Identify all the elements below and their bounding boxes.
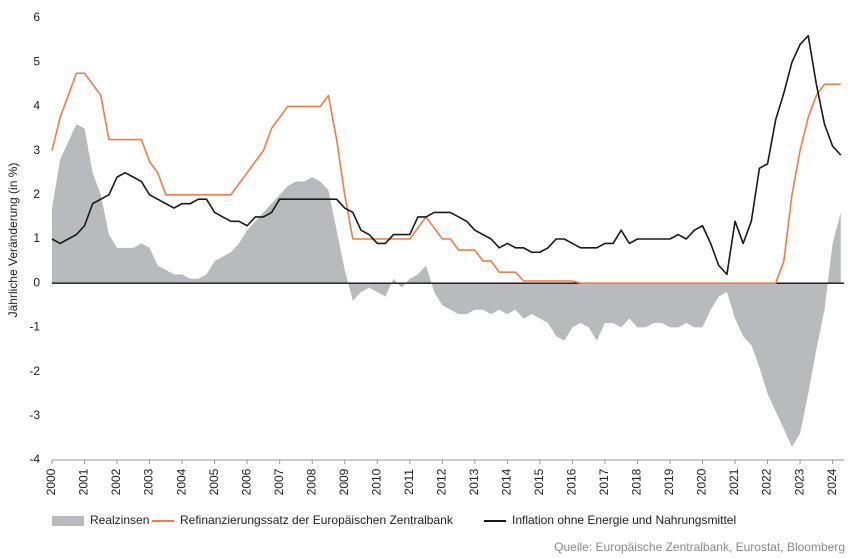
x-tick-label: 2000 (44, 468, 58, 495)
line (51, 34, 842, 276)
x-tick-label: 2002 (109, 468, 123, 495)
y-axis-label: Jährliche Veränderung (in %) (6, 163, 20, 318)
line (51, 72, 841, 284)
x-tick-label: 2001 (77, 468, 91, 495)
y-tick-label: 2 (33, 187, 40, 201)
x-tick-label: 2017 (597, 468, 611, 495)
source: Quelle: Europäische Zentralbank, Eurosta… (554, 540, 845, 554)
x-tick-label: 2016 (565, 468, 579, 495)
x-tick-label: 2021 (727, 468, 741, 495)
x-tick-label: 2007 (272, 468, 286, 495)
x-tick-label: 2004 (174, 468, 188, 495)
x-tick-label: 2022 (760, 468, 774, 495)
legend-label: Realzinsen (90, 513, 149, 527)
x-tick-label: 2012 (434, 468, 448, 495)
legend-item: Refinanzierungssatz der Europäischen Zen… (152, 513, 454, 527)
x-tick-label: 2005 (207, 468, 221, 495)
x-tick-label: 2010 (369, 468, 383, 495)
x-tick-label: 2015 (532, 468, 546, 495)
x-tick-label: 2008 (304, 468, 318, 495)
y-tick-label: -1 (29, 320, 40, 334)
y-tick-label: 0 (33, 275, 40, 289)
y-tick-label: 3 (33, 143, 40, 157)
x-tick-label: 2006 (239, 468, 253, 495)
x-tick-label: 2011 (402, 469, 416, 495)
x-tick-label: 2013 (467, 468, 481, 495)
y-tick-label: 6 (33, 10, 40, 24)
y-tick-label: 4 (33, 99, 40, 113)
y-tick-label: -3 (29, 408, 40, 422)
y-tick-label: -2 (29, 364, 40, 378)
x-tick-label: 2024 (825, 468, 839, 495)
legend-item: Realzinsen (52, 513, 149, 527)
legend-item: Inflation ohne Energie und Nahrungsmitte… (484, 513, 736, 527)
x-tick-label: 2009 (337, 468, 351, 495)
y-tick-label: -4 (29, 452, 40, 466)
x-tick-label: 2018 (630, 468, 644, 495)
x-tick-label: 2014 (500, 468, 514, 495)
x-tick-label: 2019 (662, 468, 676, 495)
x-tick-label: 2020 (695, 468, 709, 495)
y-tick-label: 1 (33, 231, 40, 245)
legend-swatch (52, 516, 84, 526)
legend-label: Inflation ohne Energie und Nahrungsmitte… (512, 513, 736, 527)
area (52, 124, 841, 447)
x-tick-label: 2003 (142, 468, 156, 495)
y-tick-label: 5 (33, 54, 40, 68)
legend-label: Refinanzierungssatz der Europäischen Zen… (180, 513, 454, 527)
x-tick-label: 2023 (792, 468, 806, 495)
